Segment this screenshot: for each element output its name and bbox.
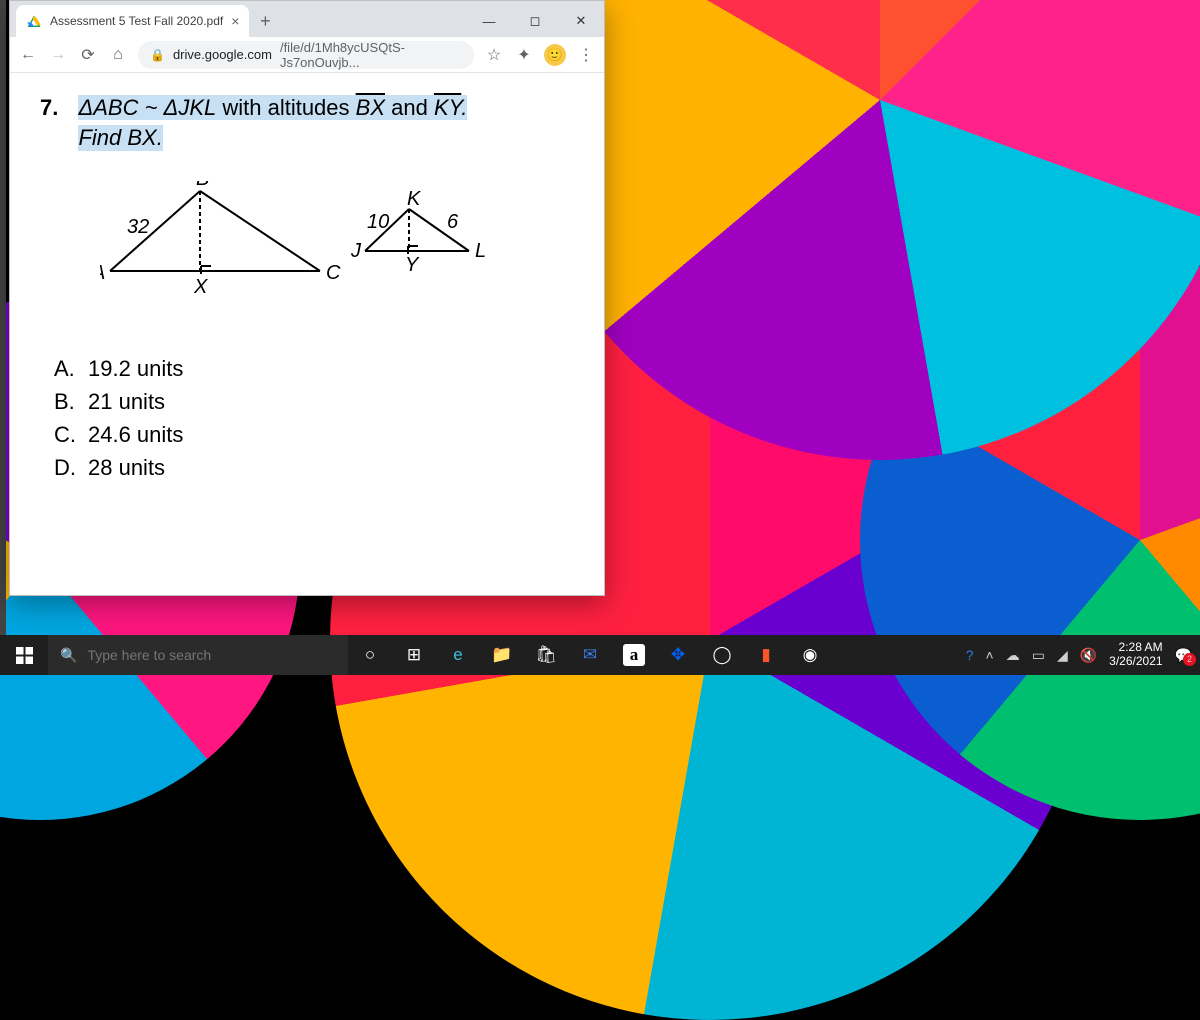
- start-button[interactable]: [0, 635, 48, 675]
- svg-text:10: 10: [367, 211, 389, 233]
- chrome-icon[interactable]: ◉: [788, 635, 832, 675]
- battery-icon[interactable]: ▭: [1032, 647, 1045, 664]
- cortana-icon[interactable]: ○: [348, 635, 392, 675]
- svg-text:X: X: [193, 276, 208, 298]
- url-field[interactable]: 🔒 drive.google.com/file/d/1Mh8ycUSQtS-Js…: [138, 41, 474, 69]
- nav-reload-button[interactable]: ⟳: [78, 45, 98, 65]
- browser-tab[interactable]: Assessment 5 Test Fall 2020.pdf ×: [16, 5, 249, 37]
- chrome-window: Assessment 5 Test Fall 2020.pdf × + — ◻ …: [9, 0, 605, 596]
- nav-home-button[interactable]: ⌂: [108, 45, 128, 65]
- taskbar-search[interactable]: 🔍: [48, 635, 348, 675]
- window-maximize-button[interactable]: ◻: [512, 5, 558, 37]
- url-path: /file/d/1Mh8ycUSQtS-Js7onOuvjb...: [280, 40, 462, 70]
- titlebar: Assessment 5 Test Fall 2020.pdf × + — ◻ …: [10, 1, 604, 37]
- question-substem: Find BX.: [78, 125, 162, 151]
- taskbar: 🔍 ○ ⊞ e 📁 🛍 ✉ a ✥ ◯ ▮ ◉ ? ˄ ☁ ▭ ◢ 🔇 2:28…: [0, 635, 1200, 675]
- onedrive-icon[interactable]: ☁: [1006, 647, 1020, 664]
- mail-icon[interactable]: ✉: [568, 635, 612, 675]
- answer-d: D.28 units: [54, 451, 574, 484]
- bookmark-icon[interactable]: ☆: [484, 45, 504, 65]
- drive-icon: [26, 13, 42, 29]
- system-tray: ? ˄ ☁ ▭ ◢ 🔇 2:28 AM 3/26/2021 💬: [966, 641, 1200, 669]
- edge-icon[interactable]: e: [436, 635, 480, 675]
- nav-back-button[interactable]: ←: [18, 45, 38, 65]
- tray-chevron-icon[interactable]: ˄: [986, 647, 994, 663]
- amazon-icon[interactable]: a: [623, 644, 645, 666]
- svg-text:C: C: [326, 262, 341, 284]
- taskview-icon[interactable]: ⊞: [392, 635, 436, 675]
- brave-icon[interactable]: ▮: [744, 635, 788, 675]
- svg-text:K: K: [407, 188, 422, 210]
- search-icon: 🔍: [60, 647, 77, 664]
- explorer-icon[interactable]: 📁: [480, 635, 524, 675]
- lock-icon: 🔒: [150, 48, 165, 62]
- opera-like-icon[interactable]: ◯: [700, 635, 744, 675]
- document-viewport: 7. ΔABC ~ ΔJKL with altitudes BX and KY.…: [10, 73, 604, 595]
- profile-avatar[interactable]: 🙂: [544, 44, 566, 66]
- screen-edge: [0, 0, 6, 675]
- answer-c: C.24.6 units: [54, 418, 574, 451]
- svg-text:A: A: [100, 262, 105, 284]
- extensions-icon[interactable]: ✦: [514, 45, 534, 65]
- volume-icon[interactable]: 🔇: [1080, 647, 1097, 664]
- taskbar-clock[interactable]: 2:28 AM 3/26/2021: [1109, 641, 1162, 669]
- question-number: 7.: [40, 95, 74, 121]
- store-icon[interactable]: 🛍: [524, 635, 568, 675]
- wifi-icon[interactable]: ◢: [1057, 647, 1068, 664]
- address-bar: ← → ⟳ ⌂ 🔒 drive.google.com/file/d/1Mh8yc…: [10, 37, 604, 73]
- svg-text:B: B: [196, 181, 209, 190]
- window-minimize-button[interactable]: —: [466, 5, 512, 37]
- dropbox-icon[interactable]: ✥: [656, 635, 700, 675]
- answer-b: B.21 units: [54, 385, 574, 418]
- svg-text:32: 32: [127, 216, 149, 238]
- notifications-icon[interactable]: 💬: [1175, 647, 1192, 664]
- svg-text:J: J: [350, 240, 362, 262]
- taskbar-search-input[interactable]: [87, 647, 336, 663]
- new-tab-button[interactable]: +: [251, 7, 279, 35]
- answer-a: A.19.2 units: [54, 352, 574, 385]
- geometry-figure: A B C X 32 J K L Y 10 6: [100, 181, 574, 316]
- svg-text:L: L: [475, 240, 486, 262]
- help-icon[interactable]: ?: [966, 647, 974, 663]
- url-host: drive.google.com: [173, 47, 272, 62]
- window-close-button[interactable]: ✕: [558, 5, 604, 37]
- kebab-menu-icon[interactable]: ⋮: [576, 45, 596, 65]
- answer-choices: A.19.2 units B.21 units C.24.6 units D.2…: [54, 352, 574, 484]
- svg-text:Y: Y: [405, 254, 420, 276]
- nav-forward-button[interactable]: →: [48, 45, 68, 65]
- svg-text:6: 6: [447, 211, 459, 233]
- question-stem: ΔABC ~ ΔJKL with altitudes BX and KY.: [78, 95, 568, 121]
- tab-close-icon[interactable]: ×: [231, 13, 239, 29]
- tab-title: Assessment 5 Test Fall 2020.pdf: [50, 14, 223, 28]
